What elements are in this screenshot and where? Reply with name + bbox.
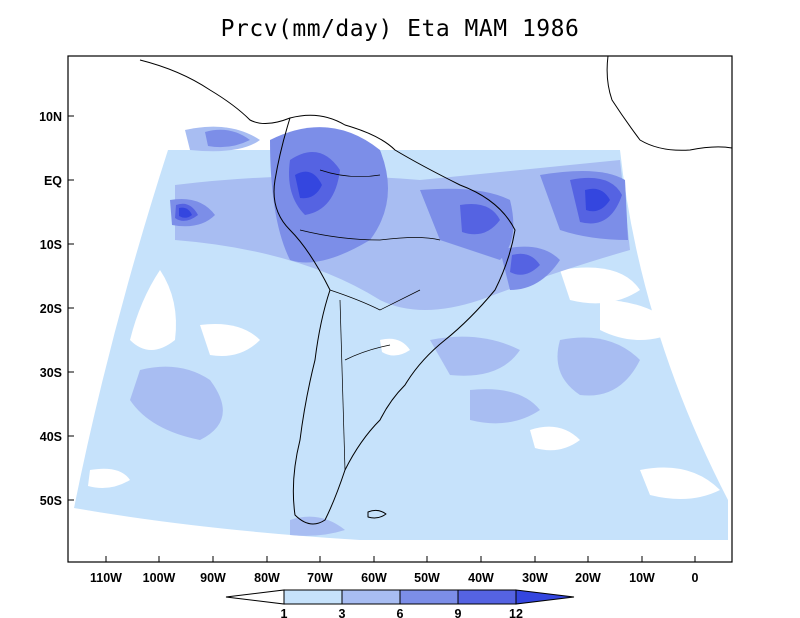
colorbar-segment (341, 589, 401, 605)
lon-axis: 110W 100W 90W 80W 70W 60W 50W 40W 30W 20… (90, 556, 699, 585)
colorbar-segment (283, 589, 343, 605)
lon-label: 30W (522, 571, 548, 585)
lat-label: EQ (44, 174, 62, 188)
colorbar-label: 3 (339, 607, 346, 618)
lon-label: 90W (200, 571, 226, 585)
africa-coastline (606, 55, 733, 151)
colorbar: 1 3 6 9 12 (225, 589, 575, 618)
lat-axis: 10N EQ 10S 20S 30S 40S 50S (39, 110, 74, 508)
lon-label: 100W (143, 571, 176, 585)
country-borders (299, 169, 441, 471)
lat-label: 30S (40, 366, 62, 380)
lon-label: 20W (575, 571, 601, 585)
lon-label: 10W (629, 571, 655, 585)
colorbar-label: 12 (509, 607, 523, 618)
colorbar-segment (457, 589, 517, 605)
precip-over-12 (179, 171, 610, 218)
central-america-coastline (139, 59, 291, 124)
colorbar-label: 6 (397, 607, 404, 618)
lat-label: 50S (40, 494, 62, 508)
colorbar-label: 1 (281, 607, 288, 618)
lon-label: 110W (90, 571, 122, 585)
colorbar-min-arrow (225, 589, 285, 605)
lon-label: 50W (414, 571, 440, 585)
lon-label: 40W (468, 571, 494, 585)
colorbar-segment (399, 589, 459, 605)
dry-areas (88, 267, 720, 499)
colorbar-label: 9 (455, 607, 462, 618)
lat-label: 40S (40, 430, 62, 444)
map-title: Prcv(mm/day) Eta MAM 1986 (220, 16, 580, 42)
south-america-coastline (273, 114, 516, 525)
lat-label: 10N (39, 110, 62, 124)
falklands-coastline (367, 509, 387, 519)
lat-label: 10S (40, 238, 62, 252)
lat-label: 20S (40, 302, 62, 316)
colorbar-max-arrow (515, 589, 575, 605)
lon-label: 80W (254, 571, 280, 585)
lon-label: 70W (307, 571, 333, 585)
lon-label: 0 (692, 571, 699, 585)
lon-label: 60W (361, 571, 387, 585)
